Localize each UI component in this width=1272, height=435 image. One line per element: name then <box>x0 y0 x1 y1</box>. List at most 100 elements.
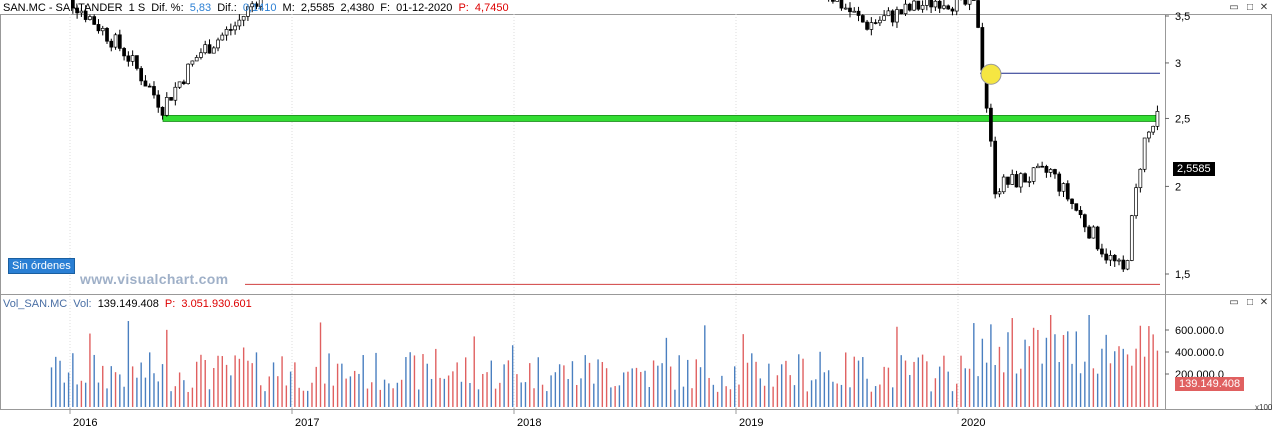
y-tick-label: 3,5 <box>1175 11 1190 23</box>
candle-body <box>951 9 954 11</box>
candle-body <box>97 24 100 30</box>
candle-body <box>140 68 143 80</box>
candle-body <box>917 1 920 9</box>
candle-body <box>977 0 980 27</box>
y-tick-label: 3 <box>1175 58 1181 70</box>
candle-body <box>913 1 916 10</box>
candle-body <box>942 6 945 8</box>
candle-body <box>1002 177 1005 192</box>
candle-body <box>229 29 232 30</box>
maximize-icon[interactable]: □ <box>1245 3 1255 13</box>
p-label: P: <box>458 2 468 14</box>
x-tick-label: 2016 <box>73 417 97 429</box>
candle-body <box>127 56 130 61</box>
candle-body <box>101 28 104 30</box>
orders-badge[interactable]: Sin órdenes <box>8 258 75 274</box>
candle-body <box>964 0 967 4</box>
volume-maximize-icon[interactable]: □ <box>1245 298 1255 308</box>
candle-body <box>1122 260 1125 269</box>
candle-body <box>1045 166 1048 172</box>
candle-body <box>1135 188 1138 216</box>
candle-body <box>857 11 860 15</box>
candle-body <box>195 57 198 61</box>
volume-scale-label: x100 <box>1255 403 1272 412</box>
candle-body <box>989 108 992 141</box>
f-label: F: <box>380 2 390 14</box>
candle-body <box>1118 260 1121 261</box>
candle-body <box>981 27 984 70</box>
x-tick-label: 2017 <box>295 417 319 429</box>
candle-body <box>1028 181 1031 182</box>
candle-body <box>135 56 138 69</box>
candle-body <box>947 6 950 9</box>
candle-body <box>925 0 928 5</box>
candle-body <box>1105 254 1108 260</box>
m2-value: 2,4380 <box>341 2 375 14</box>
candle-body <box>178 82 181 87</box>
close-icon[interactable]: ✕ <box>1259 3 1269 13</box>
x-tick-label: 2019 <box>739 417 763 429</box>
candle-body <box>1058 174 1061 191</box>
volume-bars <box>52 315 1158 407</box>
candle-body <box>1032 168 1035 182</box>
candle-body <box>921 5 924 9</box>
candle-body <box>212 48 215 53</box>
candle-body <box>238 20 241 26</box>
candle-body <box>93 17 96 25</box>
volume-minimize-icon[interactable]: ▭ <box>1229 298 1239 308</box>
candle-body <box>883 16 886 21</box>
m-label: M: <box>283 2 295 14</box>
candle-body <box>144 81 147 86</box>
candle-body <box>182 82 185 84</box>
watermark: www.visualchart.com <box>80 271 228 287</box>
candle-body <box>1083 215 1086 227</box>
candle-body <box>114 35 117 47</box>
x-tick-label: 2018 <box>517 417 541 429</box>
dif-label: Dif.: <box>217 2 237 14</box>
candle-body <box>1006 177 1009 184</box>
minimize-icon[interactable]: ▭ <box>1229 3 1239 13</box>
volume-y-tick-label: 600.000.0 <box>1175 325 1224 337</box>
symbol-label: SAN.MC - SANTANDER <box>3 2 123 14</box>
volume-name: Vol_SAN.MC <box>3 298 67 310</box>
candle-body <box>955 0 958 11</box>
candle-body <box>1079 210 1082 214</box>
candle-body <box>844 8 847 9</box>
candle-body <box>123 48 126 55</box>
candle-body <box>1049 169 1052 172</box>
candle-body <box>1024 174 1027 182</box>
y-tick-label: 1,5 <box>1175 269 1190 281</box>
candle-body <box>866 22 869 29</box>
f-value: 01-12-2020 <box>396 2 452 14</box>
volume-close-icon[interactable]: ✕ <box>1259 298 1269 308</box>
candle-body <box>170 97 173 100</box>
candle-body <box>1139 169 1142 187</box>
candle-body <box>1015 174 1018 187</box>
candle-body <box>118 35 121 49</box>
volume-vol-label: Vol: <box>73 298 91 310</box>
candle-body <box>106 28 109 41</box>
last-price-tag: 2,5585 <box>1173 162 1215 176</box>
candle-body <box>1036 166 1039 167</box>
candle-body <box>225 29 228 35</box>
price-panel-frame <box>1 15 1272 295</box>
candle-body <box>174 87 177 100</box>
volume-header: Vol_SAN.MC Vol: 139.149.408 P: 3.051.930… <box>3 298 255 310</box>
candle-body <box>998 192 1001 194</box>
candle-body <box>1113 255 1116 261</box>
support-zone <box>163 115 1158 121</box>
candle-body <box>1100 249 1103 254</box>
candle-body <box>148 86 151 87</box>
candle-body <box>208 45 211 54</box>
candle-body <box>1053 169 1056 174</box>
candles <box>50 0 1159 272</box>
candle-body <box>994 141 997 194</box>
candle-body <box>1019 174 1022 187</box>
candle-body <box>1092 227 1095 238</box>
candle-body <box>908 4 911 10</box>
highlight-marker <box>981 64 1001 84</box>
candle-body <box>131 56 134 62</box>
candle-body <box>1126 260 1129 269</box>
candle-body <box>187 64 190 84</box>
candle-body <box>831 0 834 1</box>
